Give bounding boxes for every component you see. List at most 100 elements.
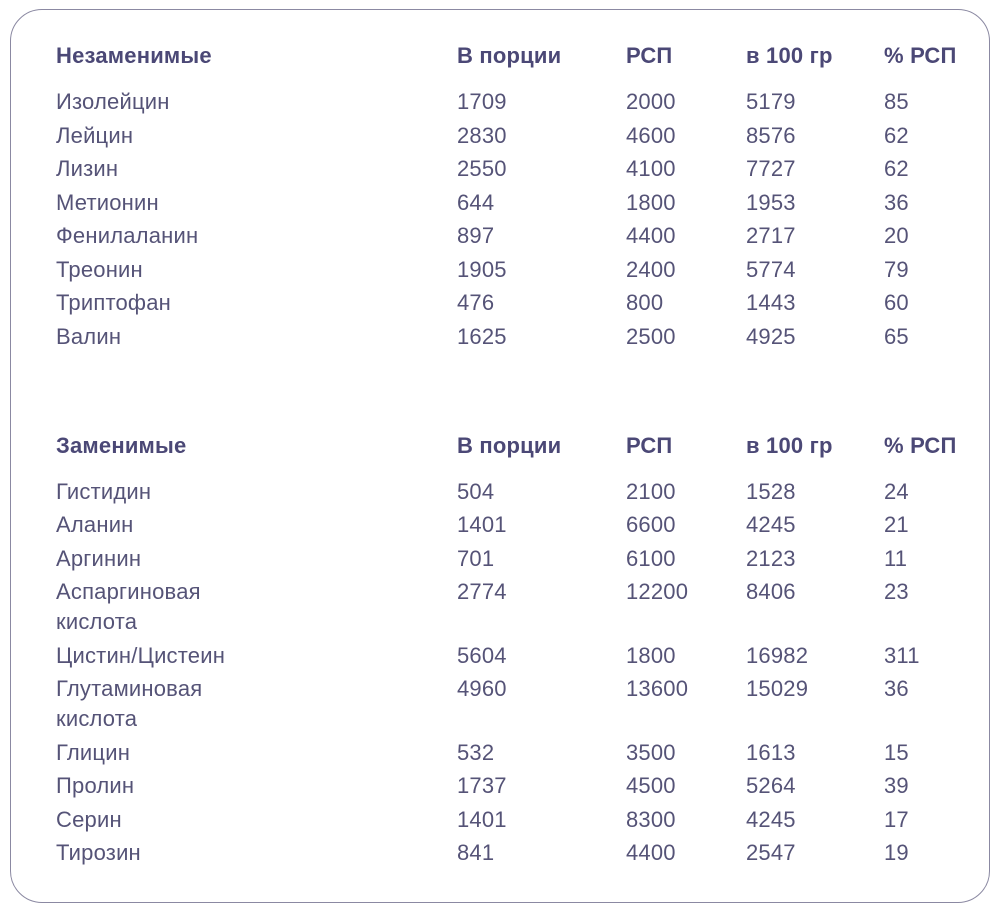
per100-value: 5774 [746, 256, 796, 282]
column-header-portion: В порции [457, 43, 562, 68]
per100-value: 4245 [746, 806, 796, 832]
pct-rsp-value: 17 [884, 806, 909, 832]
portion-value: 897 [457, 223, 495, 248]
rsp-value: 12200 [626, 579, 689, 604]
pct-rsp-value: 79 [884, 256, 909, 282]
table-row: Метионин 644 1800 1953 36 [56, 188, 961, 218]
table-row: Валин 1625 2500 4925 65 [56, 322, 961, 352]
portion-value: 532 [457, 739, 495, 765]
column-header-per100: в 100 гр [746, 432, 833, 458]
rsp-value: 6100 [626, 545, 676, 571]
table-title: Незаменимые [56, 43, 212, 68]
portion-value: 2774 [457, 579, 507, 604]
amino-acid-name: Глицин [56, 739, 131, 765]
portion-value: 841 [457, 840, 495, 865]
rsp-value: 2400 [626, 256, 676, 282]
table-row: Цистин/Цистеин 5604 1800 16982 311 [56, 641, 961, 671]
pct-rsp-value: 15 [884, 739, 909, 765]
rsp-value: 4600 [626, 122, 676, 148]
table-body: Гистидин 504 2100 1528 24 Аланин 1401 66… [56, 477, 961, 869]
amino-acid-name: Валин [56, 323, 122, 349]
pct-rsp-value: 65 [884, 323, 909, 349]
portion-value: 504 [457, 478, 495, 504]
pct-rsp-value: 60 [884, 290, 909, 315]
amino-acid-name: Тирозин [56, 840, 141, 865]
column-header-per100: в 100 гр [746, 43, 833, 68]
pct-rsp-value: 39 [884, 773, 909, 798]
column-header-rsp: РСП [626, 43, 673, 68]
per100-value: 8576 [746, 122, 796, 148]
table-row: Изолейцин 1709 2000 5179 85 [56, 87, 961, 117]
amino-acid-name: Триптофан [56, 290, 171, 315]
table-row: Аргинин 701 6100 2123 11 [56, 544, 961, 574]
amino-acid-name: Лизин [56, 156, 119, 181]
pct-rsp-value: 85 [884, 89, 909, 114]
rsp-value: 6600 [626, 512, 676, 537]
per100-value: 1528 [746, 478, 796, 504]
per100-value: 15029 [746, 676, 809, 701]
table-row: Триптофан 476 800 1443 60 [56, 288, 961, 318]
portion-value: 4960 [457, 676, 507, 701]
amino-acid-name: Лейцин [56, 122, 134, 148]
rsp-value: 4400 [626, 840, 676, 865]
amino-acid-name: Метионин [56, 189, 159, 215]
table-row: Аланин 1401 6600 4245 21 [56, 510, 961, 540]
portion-value: 476 [457, 290, 495, 315]
essential-amino-acids-table: Незаменимые В порции РСП в 100 гр % РСП … [56, 41, 961, 352]
amino-acids-card: Незаменимые В порции РСП в 100 гр % РСП … [10, 9, 990, 903]
table-row: Серин 1401 8300 4245 17 [56, 805, 961, 835]
per100-value: 16982 [746, 642, 809, 668]
column-header-pct-rsp: % РСП [884, 432, 957, 458]
table-row: Тирозин 841 4400 2547 19 [56, 838, 961, 868]
per100-value: 8406 [746, 579, 796, 604]
nonessential-amino-acids-table: Заменимые В порции РСП в 100 гр % РСП Ги… [56, 431, 961, 869]
column-header-rsp: РСП [626, 432, 673, 458]
per100-value: 4245 [746, 512, 796, 537]
column-header-portion: В порции [457, 432, 562, 458]
rsp-value: 4100 [626, 156, 676, 181]
per100-value: 2123 [746, 545, 796, 571]
pct-rsp-value: 23 [884, 579, 909, 604]
per100-value: 1443 [746, 290, 796, 315]
amino-acid-name: Аргинин [56, 545, 142, 571]
table-row: Глутаминовая кислота 4960 13600 15029 36 [56, 674, 961, 734]
rsp-value: 4400 [626, 223, 676, 248]
portion-value: 1401 [457, 806, 507, 832]
pct-rsp-value: 24 [884, 478, 909, 504]
table-row: Лизин 2550 4100 7727 62 [56, 154, 961, 184]
portion-value: 1625 [457, 323, 507, 349]
table-row: Треонин 1905 2400 5774 79 [56, 255, 961, 285]
portion-value: 1737 [457, 773, 507, 798]
portion-value: 5604 [457, 642, 507, 668]
per100-value: 2717 [746, 223, 796, 248]
amino-acid-name: Изолейцин [56, 89, 170, 114]
per100-value: 5179 [746, 89, 796, 114]
amino-acid-name: Треонин [56, 256, 143, 282]
amino-acid-name: Пролин [56, 773, 135, 798]
portion-value: 1709 [457, 89, 507, 114]
pct-rsp-value: 36 [884, 676, 909, 701]
per100-value: 5264 [746, 773, 796, 798]
per100-value: 1613 [746, 739, 796, 765]
table-header-row: Незаменимые В порции РСП в 100 гр % РСП [56, 41, 961, 71]
per100-value: 1953 [746, 189, 796, 215]
table-header-row: Заменимые В порции РСП в 100 гр % РСП [56, 431, 961, 461]
portion-value: 2830 [457, 122, 507, 148]
rsp-value: 800 [626, 290, 664, 315]
column-header-pct-rsp: % РСП [884, 43, 957, 68]
table-body: Изолейцин 1709 2000 5179 85 Лейцин 2830 … [56, 87, 961, 352]
table-row: Пролин 1737 4500 5264 39 [56, 771, 961, 801]
rsp-value: 1800 [626, 642, 676, 668]
rsp-value: 13600 [626, 676, 689, 701]
rsp-value: 2100 [626, 478, 676, 504]
amino-acid-name: Гистидин [56, 478, 152, 504]
rsp-value: 4500 [626, 773, 676, 798]
portion-value: 1905 [457, 256, 507, 282]
pct-rsp-value: 21 [884, 512, 909, 537]
table-row: Гистидин 504 2100 1528 24 [56, 477, 961, 507]
amino-acid-name: Цистин/Цистеин [56, 642, 226, 668]
amino-acid-name: Фенилаланин [56, 223, 199, 248]
table-row: Глицин 532 3500 1613 15 [56, 738, 961, 768]
table-row: Лейцин 2830 4600 8576 62 [56, 121, 961, 151]
